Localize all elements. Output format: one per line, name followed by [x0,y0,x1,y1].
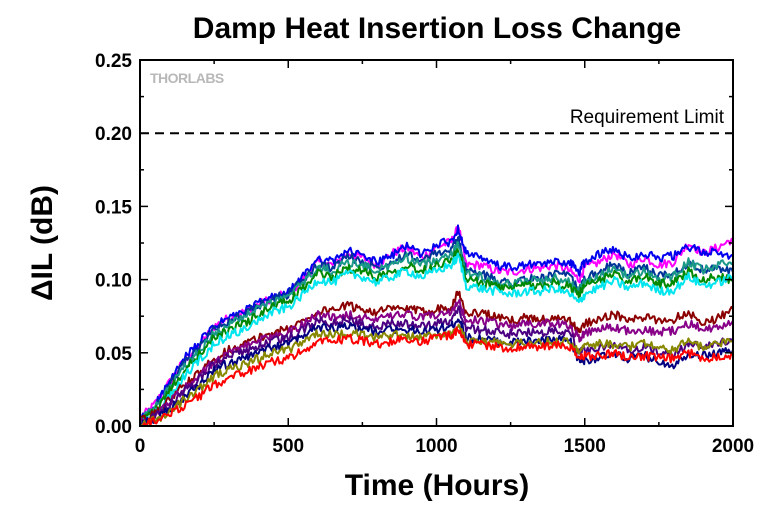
x-tick-label: 1500 [564,436,606,457]
x-tick-label: 1000 [415,436,457,457]
thorlabs-logo: THORLABS [150,70,224,86]
x-tick-label: 0 [135,436,146,457]
requirement-limit-label: Requirement Limit [570,107,725,128]
y-tick-label: 0.20 [95,124,132,145]
series-line-12 [140,326,734,427]
series-line-7 [139,290,734,424]
y-tick-label: 0.10 [95,271,132,292]
chart-title: Damp Heat Insertion Loss Change [193,12,681,45]
series-line-10 [139,318,734,427]
x-axis-title: Time (Hours) [345,469,529,502]
x-tick-label: 2000 [712,436,754,457]
series-line-6 [139,252,734,424]
series-line-5 [139,248,734,424]
y-axis-title: ΔIL (dB) [26,185,59,301]
series-line-1 [139,226,734,420]
y-tick-label: 0.15 [95,197,132,218]
y-tick-label: 0.00 [95,417,132,438]
series-line-2 [139,224,734,421]
series-line-11 [139,323,734,427]
series-line-4 [139,241,734,422]
series-line-9 [139,305,734,427]
y-tick-label: 0.25 [95,51,132,72]
x-tick-label: 500 [272,436,304,457]
series-line-8 [139,298,734,424]
y-tick-label: 0.05 [95,344,132,365]
